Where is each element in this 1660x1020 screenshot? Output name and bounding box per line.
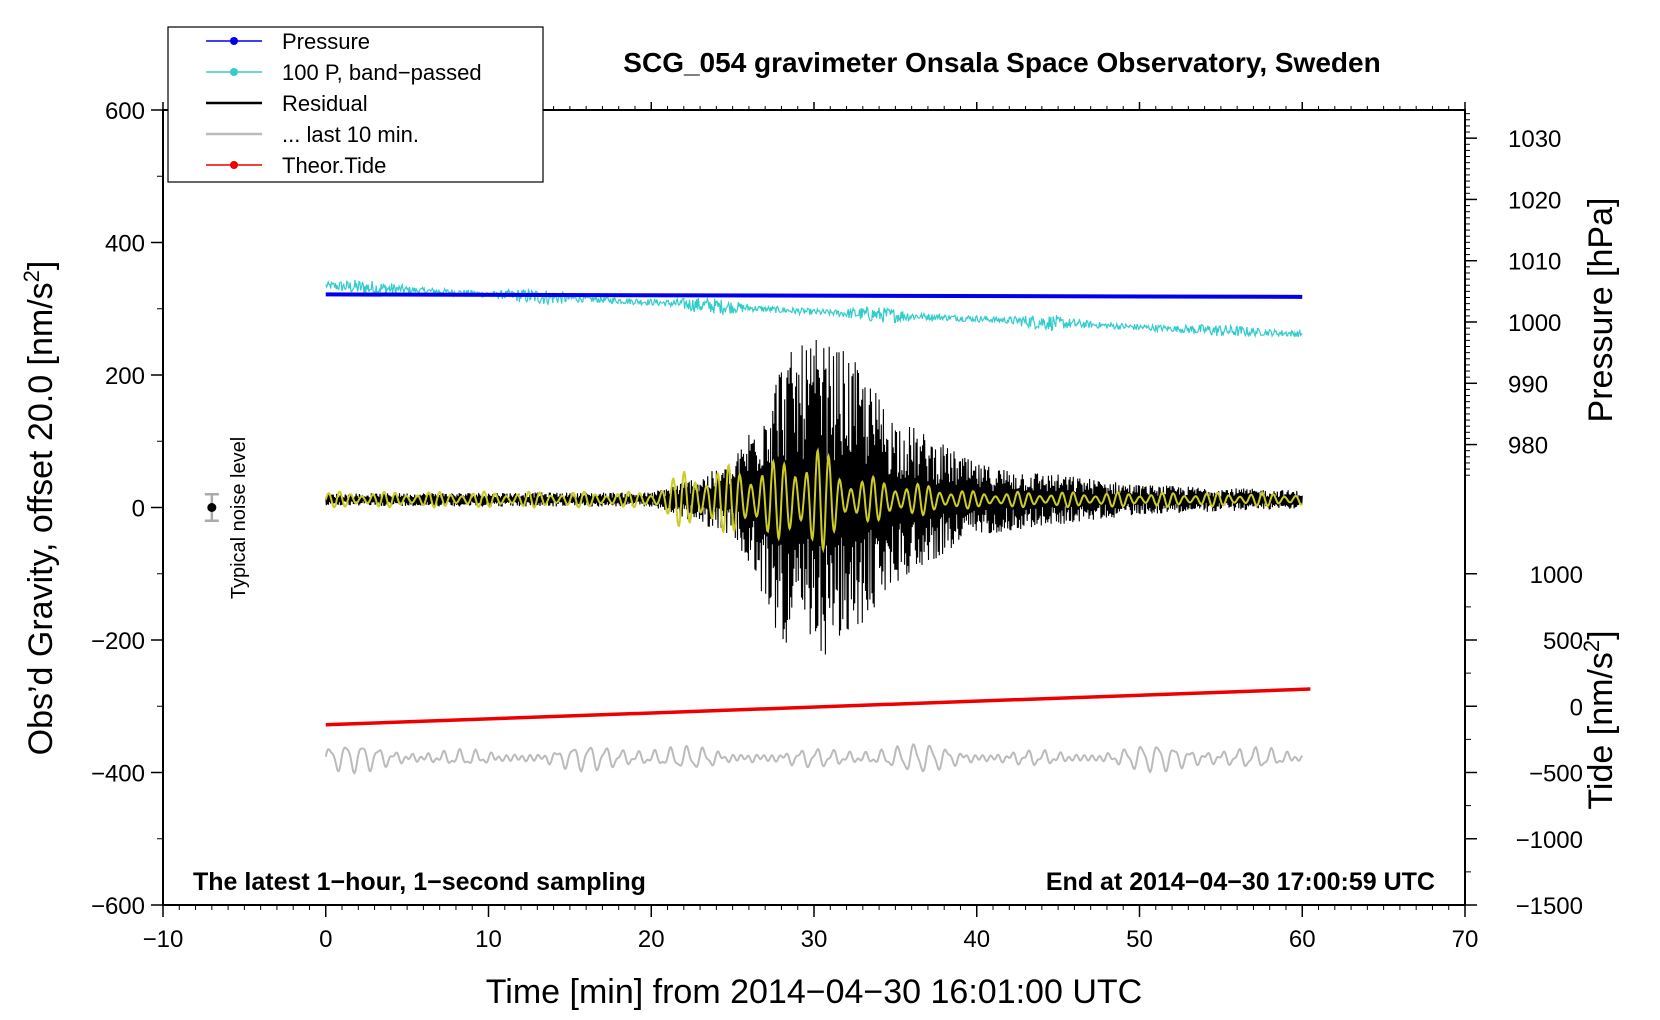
pressure-tick-label: 980	[1508, 433, 1548, 460]
pressure-tick-label: 990	[1508, 371, 1548, 398]
y-tick-label: 200	[105, 363, 145, 390]
pressure-tick-label: 1010	[1508, 249, 1561, 276]
pressure-tick-label: 1030	[1508, 126, 1561, 153]
x-axis-label: Time [min] from 2014−04−30 16:01:00 UTC	[486, 973, 1142, 1011]
series-residual	[325, 339, 1303, 655]
series-last-10-min	[324, 742, 1304, 775]
x-tick-label: 70	[1452, 926, 1479, 953]
x-tick-label: 60	[1289, 926, 1316, 953]
x-tick-label: 0	[319, 926, 332, 953]
tide-tick-label: −500	[1529, 761, 1583, 788]
note-left: The latest 1−hour, 1−second sampling	[193, 868, 646, 896]
noise-bar-dot	[207, 503, 217, 512]
y-axis-label-gravity: Obs’d Gravity, offset 20.0 [nm/s2]	[19, 261, 60, 756]
noise-indicator	[204, 493, 219, 522]
legend-label: Theor.Tide	[282, 153, 386, 178]
tide-tick-label: 500	[1543, 628, 1583, 655]
legend-marker	[230, 161, 238, 169]
x-tick-label: 20	[638, 926, 665, 953]
pressure-tick-label: 1020	[1508, 187, 1561, 214]
series-pressure	[325, 292, 1303, 299]
y-tick-label: −400	[91, 761, 145, 788]
y-tick-label: −200	[91, 628, 145, 655]
tide-tick-label: −1500	[1516, 893, 1583, 920]
chart-title: SCG_054 gravimeter Onsala Space Observat…	[623, 47, 1380, 78]
y-axis-label-gravity-sup: 2	[19, 270, 44, 282]
y-tick-label: 400	[105, 231, 145, 258]
legend-label: ... last 10 min.	[282, 122, 419, 147]
y-tick-label: −600	[91, 893, 145, 920]
axis-ticks: −10 0 10 20 30 40 50 60 706004002000−200−400−600…	[91, 98, 1583, 953]
y-axis-label-tide-sup: 2	[1579, 640, 1604, 652]
x-tick-label: 10	[475, 926, 502, 953]
series-layer	[324, 280, 1311, 775]
noise-label: Typical noise level	[228, 437, 250, 599]
series-residual-filtered	[324, 447, 1304, 554]
y-axis-label-pressure: Pressure [hPa]	[1582, 198, 1620, 423]
legend-marker	[230, 37, 238, 45]
legend-box	[167, 26, 544, 183]
legend: Pressure 100 P, band−passed Residual ... la…	[167, 26, 544, 183]
note-right: End at 2014−04−30 17:00:59 UTC	[1046, 868, 1435, 896]
series-theor-tide	[325, 687, 1311, 727]
y-tick-label: 600	[105, 98, 145, 125]
series-band-passed-pressure	[325, 280, 1303, 339]
y-tick-label: 0	[132, 496, 145, 523]
x-tick-label: −10	[143, 926, 184, 953]
x-tick-label: 40	[963, 926, 990, 953]
legend-label: Pressure	[282, 29, 370, 54]
x-tick-label: 50	[1126, 926, 1153, 953]
legend-marker	[230, 68, 238, 76]
y-axis-label-tide: Tide [nm/s2]	[1579, 630, 1620, 809]
tide-tick-label: −1000	[1516, 827, 1583, 854]
legend-label: Residual	[282, 91, 368, 116]
x-tick-label: 30	[801, 926, 828, 953]
tide-tick-label: 0	[1570, 694, 1583, 721]
legend-label: 100 P, band−passed	[282, 60, 482, 85]
tide-tick-label: 1000	[1530, 562, 1583, 589]
pressure-tick-label: 1000	[1508, 310, 1561, 337]
